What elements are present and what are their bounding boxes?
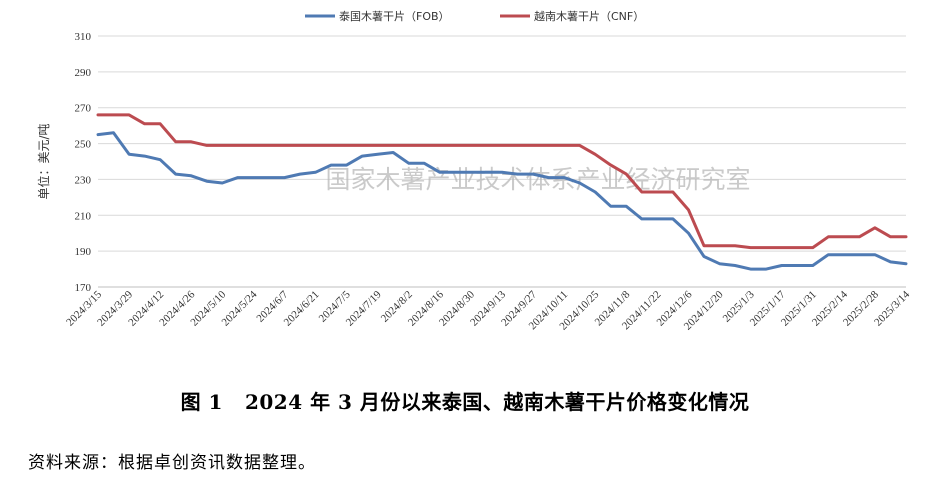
watermark-text: 国家木薯产业技术体系产业经济研究室 bbox=[325, 165, 750, 194]
series-line-1 bbox=[96, 131, 908, 271]
figure-caption-text: 2024 年 3 月份以来泰国、越南木薯干片价格变化情况 bbox=[244, 390, 750, 414]
figure-number: 图 1 bbox=[180, 390, 223, 414]
figure-caption: 图 1 2024 年 3 月份以来泰国、越南木薯干片价格变化情况 bbox=[0, 386, 930, 415]
chart-area: 170 190 210 230 250 270 290 310 2024/3/15 2024/3/… bbox=[36, 9, 912, 333]
legend-label-2: 越南木薯干片（CNF） bbox=[534, 9, 644, 23]
y-tick-label: 230 bbox=[75, 174, 92, 186]
y-tick-label: 170 bbox=[75, 282, 92, 294]
line-chart: 1701902102302502702903102024/3/152024/3/… bbox=[36, 9, 912, 333]
y-tick-label: 190 bbox=[75, 246, 92, 258]
y-tick-label: 250 bbox=[75, 139, 92, 151]
y-axis-label: 单位：美元/吨 bbox=[36, 123, 51, 199]
y-tick-label: 290 bbox=[75, 67, 92, 79]
y-tick-label: 210 bbox=[75, 210, 92, 222]
series-line-2 bbox=[96, 113, 908, 250]
legend-label-1: 泰国木薯干片（FOB） bbox=[339, 9, 450, 23]
y-tick-label: 270 bbox=[75, 103, 92, 115]
source-note: 资料来源：根据卓创资讯数据整理。 bbox=[28, 453, 316, 473]
y-tick-label: 310 bbox=[75, 31, 92, 43]
